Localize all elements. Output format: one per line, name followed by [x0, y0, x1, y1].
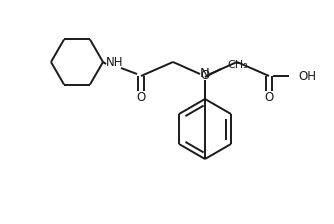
Text: O: O — [136, 90, 146, 103]
Text: N: N — [200, 67, 210, 80]
Text: O: O — [200, 69, 210, 82]
Text: CH₃: CH₃ — [227, 60, 248, 70]
Text: NH: NH — [106, 56, 124, 69]
Text: O: O — [265, 90, 274, 103]
Text: OH: OH — [298, 69, 316, 82]
